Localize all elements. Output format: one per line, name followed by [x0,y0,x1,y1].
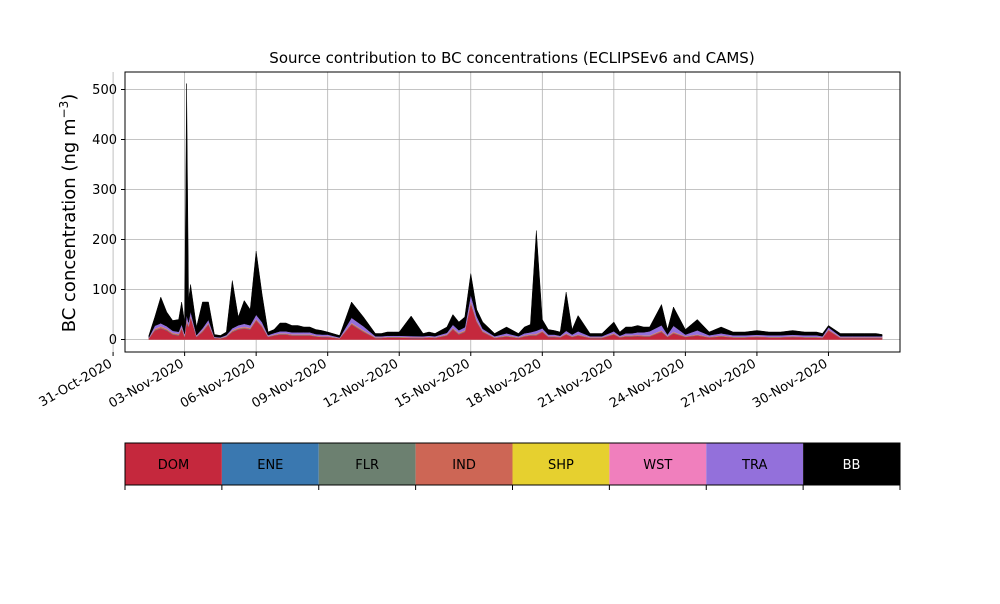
x-tick-label: 24-Nov-2020 [607,356,687,411]
legend-label-flr: FLR [355,458,379,473]
legend-swatch-dom [125,443,222,485]
x-tick-label: 18-Nov-2020 [464,356,544,411]
legend-swatch-bb [803,443,900,485]
y-tick-label: 0 [109,333,117,348]
x-tick-label: 06-Nov-2020 [178,356,258,411]
svg-text:BC concentration (ng m−3): BC concentration (ng m−3) [57,94,80,333]
legend-label-tra: TRA [741,458,767,473]
x-tick-label: 12-Nov-2020 [321,356,401,411]
legend-swatch-ene [221,443,319,485]
legend-swatch-wst [609,443,707,485]
legend-swatch-flr [318,443,416,485]
stacked-areas [148,83,883,340]
x-tick-label: 03-Nov-2020 [106,356,186,411]
legend-swatch-shp [512,443,610,485]
legend-label-dom: DOM [158,458,189,473]
x-tick-label: 30-Nov-2020 [750,356,830,411]
area-bb [148,83,883,338]
grid [112,72,900,352]
y-tick-label: 100 [92,283,117,298]
x-tick-label: 21-Nov-2020 [536,356,616,411]
y-tick-label: 500 [92,83,117,98]
legend-swatch-tra [706,443,804,485]
y-tick-label: 400 [92,133,117,148]
y-axis-label-superscript: −3 [57,101,71,119]
y-tick-label: 300 [92,183,117,198]
axes: 0 100 200 300 400 500 31-Oct-202003-Nov-202006… [37,71,901,411]
y-axis-label: BC concentration (ng m−3) [57,94,80,333]
chart-title: Source contribution to BC concentrations… [269,49,754,67]
x-tick-label: 09-Nov-2020 [249,356,329,411]
y-axis-label-text: BC concentration (ng m [59,118,80,332]
x-tick-label: 31-Oct-2020 [37,356,115,410]
legend-label-ind: IND [452,458,476,473]
y-axis-label-close: ) [59,94,80,101]
legend-colorbar: DOM ENE FLR IND SHP WST TRA BB [124,442,901,490]
legend-label-ene: ENE [257,458,283,473]
x-tick-label: 27-Nov-2020 [679,356,759,411]
x-tick-label: 15-Nov-2020 [392,356,472,411]
legend-label-bb: BB [843,458,861,473]
legend-label-wst: WST [643,458,672,473]
legend-swatch-ind [415,443,513,485]
y-tick-label: 200 [92,233,117,248]
legend-label-shp: SHP [548,458,574,473]
plot-frame [124,71,901,353]
